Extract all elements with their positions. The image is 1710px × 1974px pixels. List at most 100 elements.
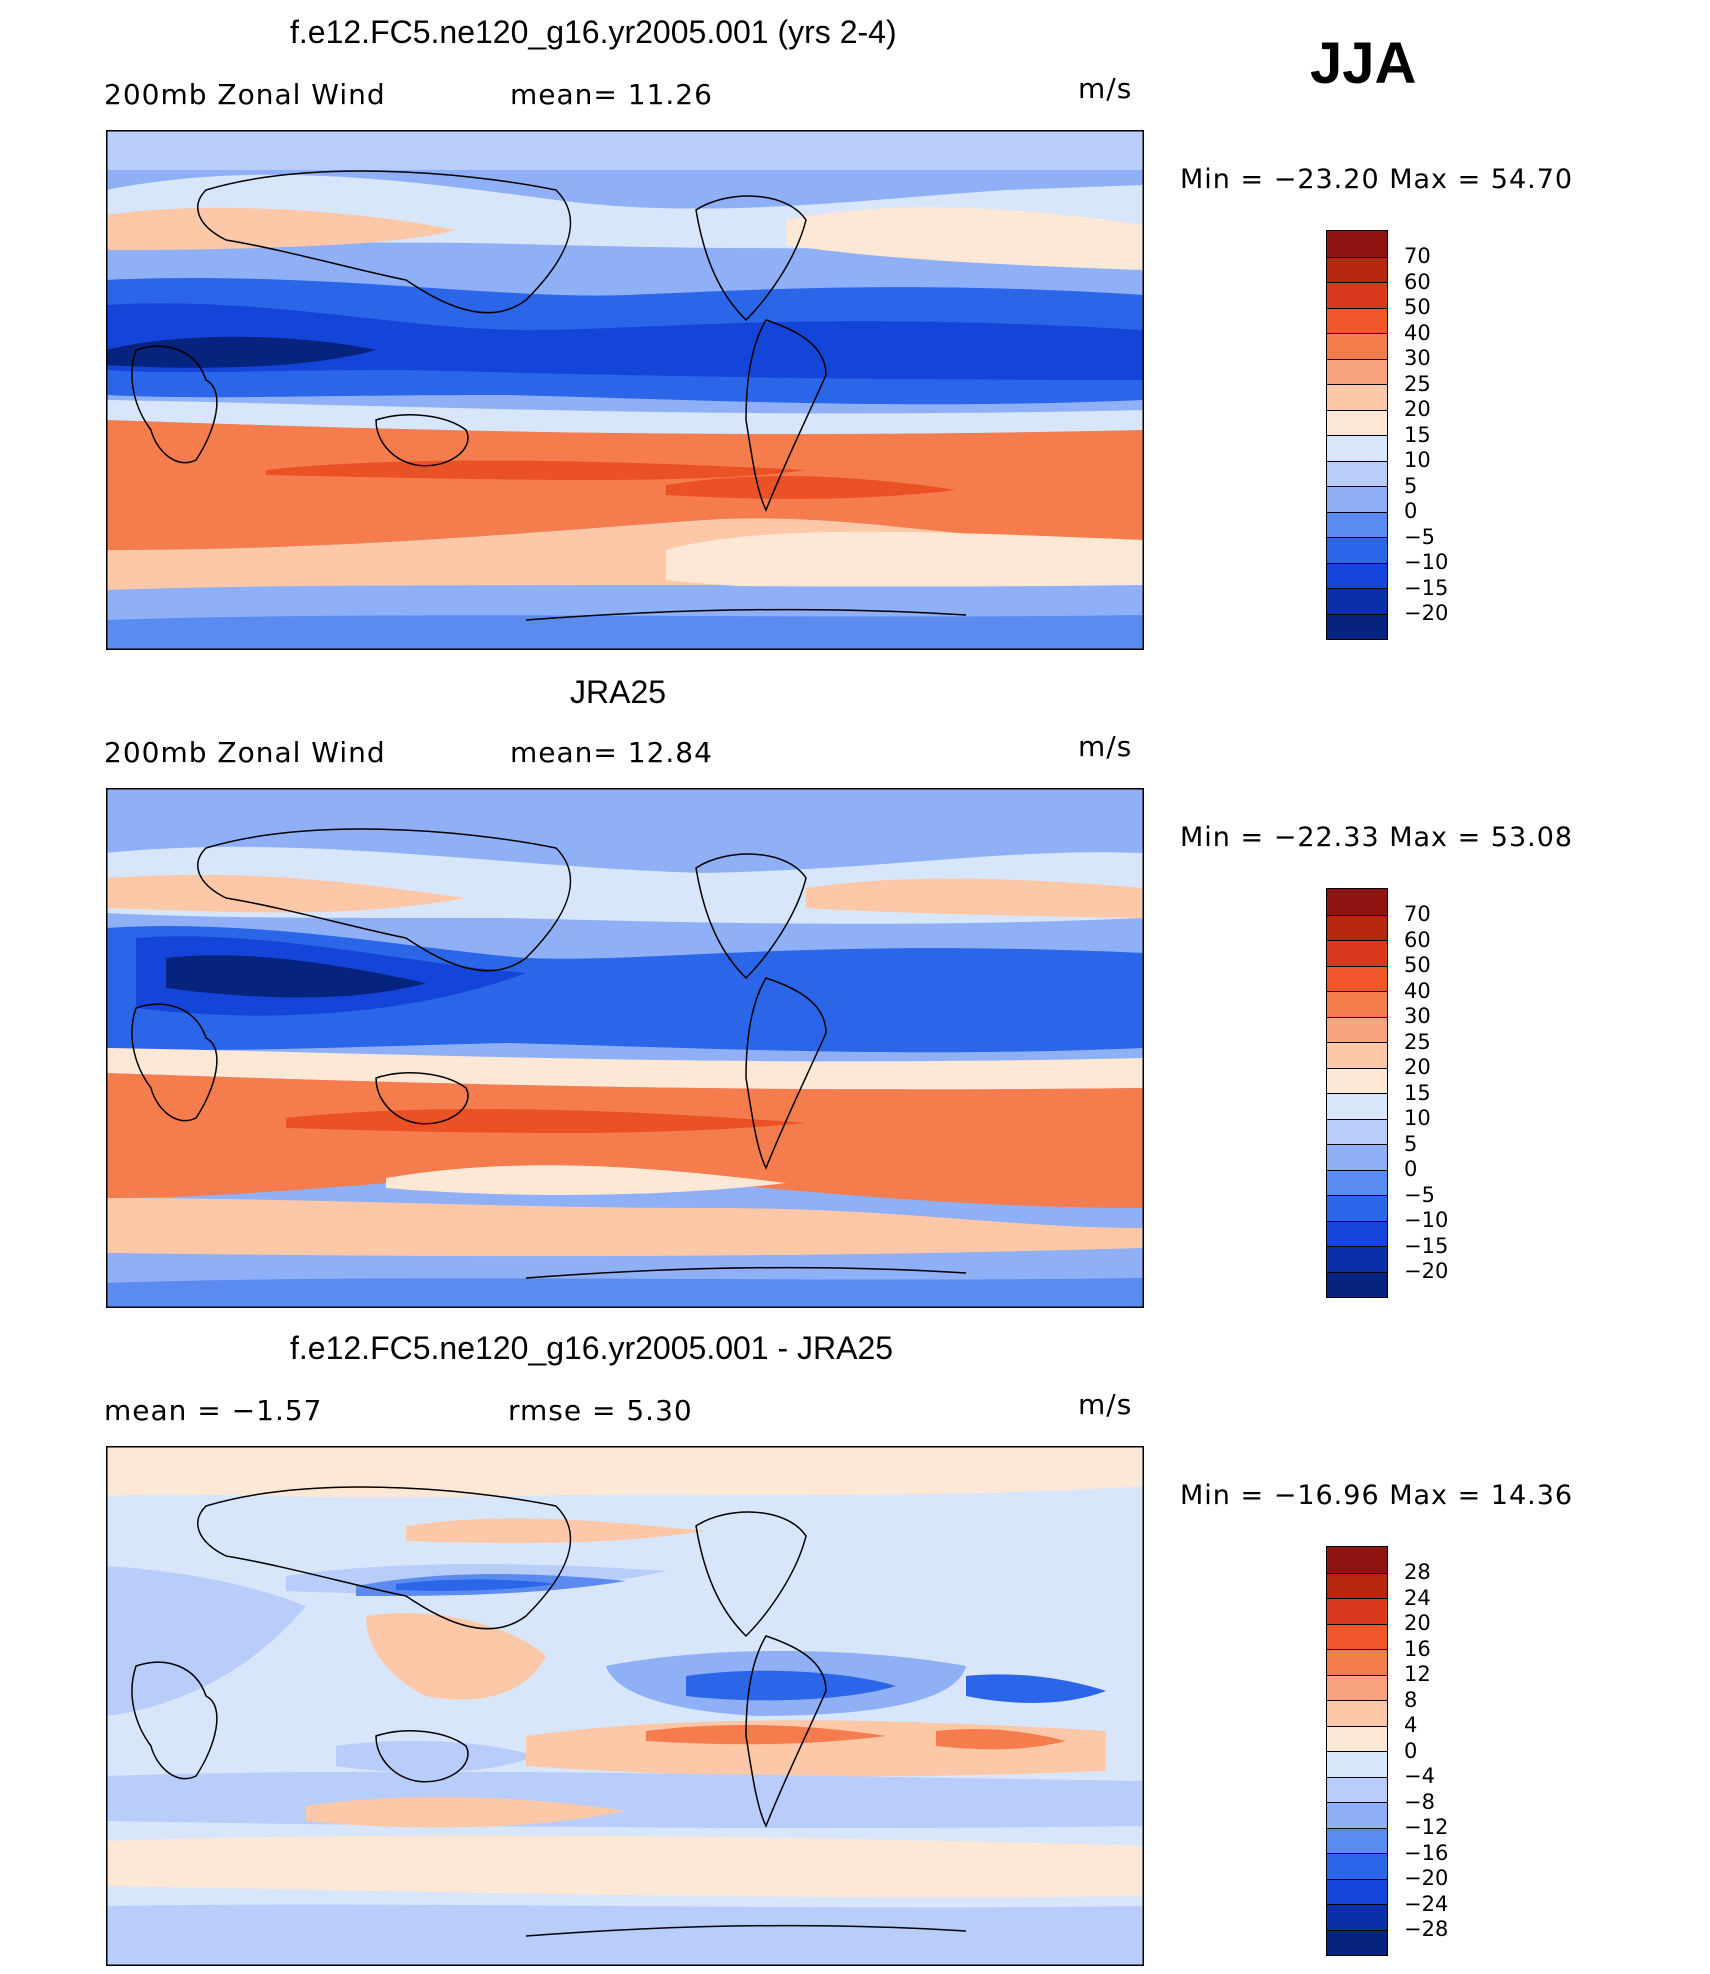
colorbar-swatch bbox=[1327, 358, 1387, 384]
colorbar-level-label: −15 bbox=[1404, 575, 1449, 600]
colorbar-swatch bbox=[1327, 1776, 1387, 1802]
colorbar-swatch bbox=[1327, 1802, 1387, 1828]
panel-1-units: m/s bbox=[1078, 72, 1133, 105]
colorbar-level-label: 40 bbox=[1404, 978, 1431, 1003]
colorbar-level-label: −28 bbox=[1404, 1917, 1449, 1941]
colorbar-swatch bbox=[1327, 613, 1387, 639]
colorbar-swatch bbox=[1327, 1016, 1387, 1042]
colorbar-swatch bbox=[1327, 1725, 1387, 1751]
colorbar-swatch bbox=[1327, 511, 1387, 537]
colorbar-level-label: −4 bbox=[1404, 1764, 1435, 1788]
colorbar-swatch bbox=[1327, 1827, 1387, 1853]
colorbar-swatch bbox=[1327, 1246, 1387, 1272]
colorbar-level-label: −24 bbox=[1404, 1891, 1449, 1916]
colorbar-swatch bbox=[1327, 1144, 1387, 1170]
colorbar-swatch bbox=[1327, 1853, 1387, 1879]
colorbar-swatch bbox=[1327, 486, 1387, 512]
colorbar-level-label: 15 bbox=[1404, 1080, 1431, 1105]
colorbar-level-label: 25 bbox=[1404, 1029, 1431, 1054]
colorbar-level-label: 50 bbox=[1404, 953, 1431, 977]
colorbar-level-label: 60 bbox=[1404, 269, 1431, 294]
colorbar-level-label: −5 bbox=[1404, 524, 1435, 549]
colorbar-swatch bbox=[1327, 914, 1387, 940]
colorbar-swatch bbox=[1327, 588, 1387, 614]
colorbar-level-label: 4 bbox=[1404, 1713, 1418, 1737]
colorbar-swatch bbox=[1327, 1067, 1387, 1093]
colorbar-level-label: 40 bbox=[1404, 320, 1431, 345]
colorbar-swatch bbox=[1327, 1878, 1387, 1904]
colorbar-swatch bbox=[1327, 1623, 1387, 1649]
panel-1-title: f.e12.FC5.ne120_g16.yr2005.001 (yrs 2-4) bbox=[290, 14, 897, 50]
panel-1-contour-field bbox=[106, 130, 1144, 650]
panel-3-rmse: rmse = 5.30 bbox=[508, 1394, 693, 1427]
colorbar-level-label: 20 bbox=[1404, 397, 1431, 421]
colorbar-level-label: −8 bbox=[1404, 1789, 1435, 1814]
panel-1-coastlines bbox=[131, 170, 967, 621]
colorbar-level-label: −15 bbox=[1404, 1233, 1449, 1258]
panel-3-map bbox=[106, 1446, 1144, 1966]
panel-3-map-frame bbox=[106, 1446, 1144, 1966]
colorbar-level-label: −16 bbox=[1404, 1840, 1449, 1865]
colorbar-swatch bbox=[1327, 333, 1387, 359]
panel-1-colorbar bbox=[1326, 230, 1388, 640]
panel-3-colorbar bbox=[1326, 1546, 1388, 1956]
colorbar-level-label: −5 bbox=[1404, 1182, 1435, 1207]
colorbar-swatch bbox=[1327, 1169, 1387, 1195]
colorbar-swatch bbox=[1327, 307, 1387, 333]
panel-2-units: m/s bbox=[1078, 730, 1133, 763]
colorbar-level-label: 20 bbox=[1404, 1055, 1431, 1079]
colorbar-level-label: −10 bbox=[1404, 1208, 1449, 1232]
panel-2-map bbox=[106, 788, 1144, 1308]
panel-3-colorbar-swatches bbox=[1326, 1546, 1388, 1956]
colorbar-level-label: −20 bbox=[1404, 1259, 1449, 1283]
panel-1-variable-label: 200mb Zonal Wind bbox=[104, 78, 386, 111]
colorbar-swatch bbox=[1327, 1093, 1387, 1119]
colorbar-swatch bbox=[1327, 1042, 1387, 1068]
panel-2-map-frame bbox=[106, 788, 1144, 1308]
colorbar-swatch bbox=[1327, 537, 1387, 563]
colorbar-swatch bbox=[1327, 231, 1387, 257]
panel-3-title: f.e12.FC5.ne120_g16.yr2005.001 - JRA25 bbox=[290, 1330, 894, 1366]
colorbar-swatch bbox=[1327, 1118, 1387, 1144]
colorbar-swatch bbox=[1327, 460, 1387, 486]
panel-1-minmax: Min = −23.20 Max = 54.70 bbox=[1180, 164, 1574, 195]
colorbar-swatch bbox=[1327, 889, 1387, 915]
colorbar-level-label: 28 bbox=[1404, 1560, 1431, 1584]
panel-2-colorbar-swatches bbox=[1326, 888, 1388, 1298]
colorbar-swatch bbox=[1327, 965, 1387, 991]
panel-1-map bbox=[106, 130, 1144, 650]
colorbar-level-label: 20 bbox=[1404, 1611, 1431, 1635]
panel-3-coastlines bbox=[131, 1486, 967, 1937]
colorbar-swatch bbox=[1327, 1929, 1387, 1955]
panel-1-mean: mean= 11.26 bbox=[510, 78, 713, 111]
colorbar-swatch bbox=[1327, 1271, 1387, 1297]
colorbar-level-label: −12 bbox=[1404, 1815, 1449, 1839]
panel-2-minmax: Min = −22.33 Max = 53.08 bbox=[1180, 822, 1574, 853]
panel-3-minmax: Min = −16.96 Max = 14.36 bbox=[1180, 1480, 1574, 1511]
colorbar-swatch bbox=[1327, 562, 1387, 588]
colorbar-swatch bbox=[1327, 1598, 1387, 1624]
panel-3-units: m/s bbox=[1078, 1388, 1133, 1421]
panel-3-mean: mean = −1.57 bbox=[104, 1394, 323, 1427]
colorbar-swatch bbox=[1327, 1572, 1387, 1598]
panel-2-coastlines bbox=[131, 828, 967, 1279]
colorbar-level-label: 60 bbox=[1404, 927, 1431, 952]
colorbar-swatch bbox=[1327, 940, 1387, 966]
colorbar-level-label: 30 bbox=[1404, 1004, 1431, 1028]
colorbar-level-label: 70 bbox=[1404, 902, 1431, 926]
colorbar-level-label: 5 bbox=[1404, 1131, 1418, 1156]
colorbar-level-label: −10 bbox=[1404, 550, 1449, 574]
season-label: JJA bbox=[1310, 31, 1417, 96]
colorbar-level-label: 30 bbox=[1404, 346, 1431, 370]
colorbar-swatch bbox=[1327, 1547, 1387, 1573]
colorbar-level-label: 16 bbox=[1404, 1636, 1431, 1661]
colorbar-swatch bbox=[1327, 1220, 1387, 1246]
colorbar-level-label: 0 bbox=[1404, 1157, 1418, 1181]
colorbar-swatch bbox=[1327, 1751, 1387, 1777]
panel-3-contour-field bbox=[106, 1446, 1144, 1966]
colorbar-swatch bbox=[1327, 282, 1387, 308]
colorbar-swatch bbox=[1327, 1649, 1387, 1675]
colorbar-level-label: 10 bbox=[1404, 448, 1431, 472]
panel-2-mean: mean= 12.84 bbox=[510, 736, 713, 769]
colorbar-level-label: 0 bbox=[1404, 499, 1418, 523]
